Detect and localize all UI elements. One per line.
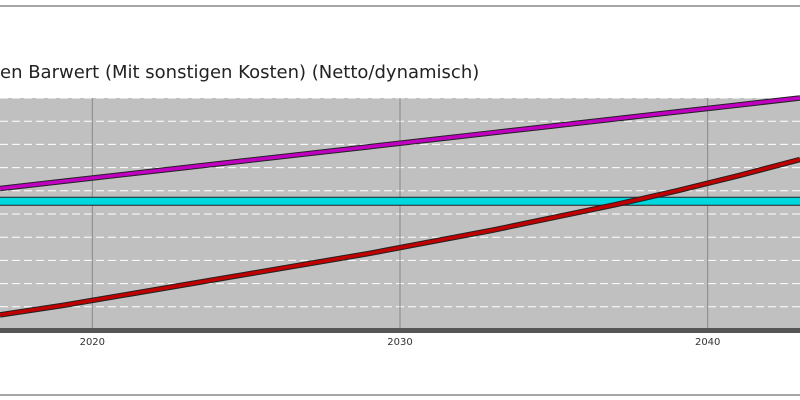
chart-title: en Barwert (Mit sonstigen Kosten) (Netto…: [0, 62, 479, 83]
x-tick-label: 2030: [387, 337, 412, 348]
x-tick-label: 2020: [80, 337, 105, 348]
x-axis: [0, 328, 800, 333]
series-line: [0, 96, 800, 191]
marks: [0, 95, 800, 318]
x-tick-label: 2040: [695, 337, 720, 348]
series-line: [0, 157, 800, 317]
